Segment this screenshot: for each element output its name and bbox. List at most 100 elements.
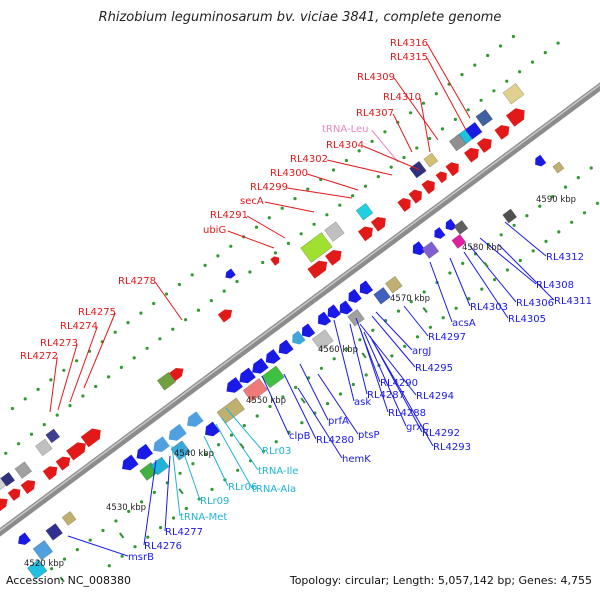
gene-arrow-shape [339,300,353,315]
position-dot [570,220,574,224]
leader-line-lower [203,435,229,487]
gene-label-lower: ask [354,397,371,408]
gene-block-shape [32,539,54,561]
gene-arrow-shape [278,339,294,355]
gene-arrow-reverse [226,377,243,393]
position-dot [75,548,79,552]
gene-label-lower: prfA [328,416,349,427]
gene-arrow-shape [325,249,342,266]
leader-line-upper [392,113,413,153]
position-dot [191,462,195,466]
leader-line-lower [225,407,263,451]
gene-block [347,308,365,327]
gene-arrow-forward [169,368,184,382]
gene-block-shape [261,365,285,389]
gene-block-shape [0,475,7,495]
position-dot [29,432,34,436]
gene-arrow-forward [464,147,479,163]
position-dot [101,528,105,533]
position-dot [255,414,259,418]
leader-line-upper [307,173,359,191]
position-dot [551,195,555,199]
position-dot [229,244,233,248]
position-dot [4,451,8,455]
position-dot [261,449,265,453]
gene-arrow-reverse [225,268,236,279]
gene-label-lower: RL4312 [546,252,584,263]
position-dot [280,206,284,210]
position-dot [254,225,259,229]
leader-line-upper [264,201,315,213]
position-dot [415,146,419,150]
position-dot [557,230,561,234]
gene-block-shape [14,461,33,479]
gene-label-upper: RL4309 [357,72,395,83]
gene-label-lower: RL4277 [165,527,203,538]
gene-label-lower: grxC [406,422,429,433]
position-dot [184,318,188,322]
gene-arrow-shape [265,349,281,364]
tick-label: 4540 kbp [174,449,214,459]
position-dot [120,554,124,558]
gene-block-shape [502,208,518,224]
position-dot [357,149,361,153]
position-dot [505,79,509,83]
gene-label-lower: RL4303 [470,302,508,313]
position-dot [518,70,522,74]
leader-line-upper [227,230,275,249]
leader-line-upper [287,187,353,199]
position-dot [364,373,368,377]
gene-arrow-shape [434,227,446,239]
position-dot [152,490,156,494]
gene-block-shape [26,559,48,580]
gene-arrow-forward [421,180,435,195]
gene-block-shape [324,221,345,242]
position-dot [543,51,547,55]
tick-label: 4520 kbp [24,559,64,569]
position-dot [403,344,407,348]
leader-line-lower [164,455,171,532]
leader-line-lower [504,221,547,257]
gene-arrow-shape [327,304,341,319]
position-dot [107,375,111,379]
gene-block-shape [61,510,77,526]
tick-label: 4530 kbp [106,503,146,513]
position-dot [164,292,169,296]
gene-arrow-reverse [327,304,341,319]
leader-line-lower [67,535,129,557]
position-dot [338,392,343,396]
gene-label-upper: RL4273 [40,338,78,349]
leader-line-upper [49,356,58,413]
leader-line-lower [179,441,201,501]
position-dot [473,63,477,67]
gene-arrow-shape [476,138,492,153]
position-dot [242,424,246,428]
gene-block [32,539,54,561]
leader-line-lower [359,323,417,396]
gene-block [311,329,334,351]
gene-label-lower: RL4287 [367,390,405,401]
leader-line-lower [463,251,509,319]
map-title: Rhizobium leguminosarum bv. viciae 3841,… [98,10,502,25]
position-dot [229,433,234,437]
gene-label-upper: RL4302 [290,154,328,165]
gene-arrow-shape [42,466,58,481]
gene-block [448,133,467,152]
gene-block-shape [347,308,365,327]
gene-label-upper: RL4300 [270,168,308,179]
gene-block [14,461,33,479]
gene-block [451,233,467,249]
gene-arrow-forward [397,197,411,212]
gene-block [242,377,268,403]
position-dot [159,526,163,530]
gene-arrow-forward [270,256,280,266]
tick-mark [239,443,245,449]
gene-arrow-reverse [136,443,153,460]
gene-label-lower: argJ [412,346,431,357]
position-dot [286,241,290,245]
gene-arrow-shape [535,154,547,167]
gene-block [0,475,7,495]
gene-arrow-forward [325,249,342,266]
position-dot [454,306,458,310]
position-dot [467,297,471,301]
